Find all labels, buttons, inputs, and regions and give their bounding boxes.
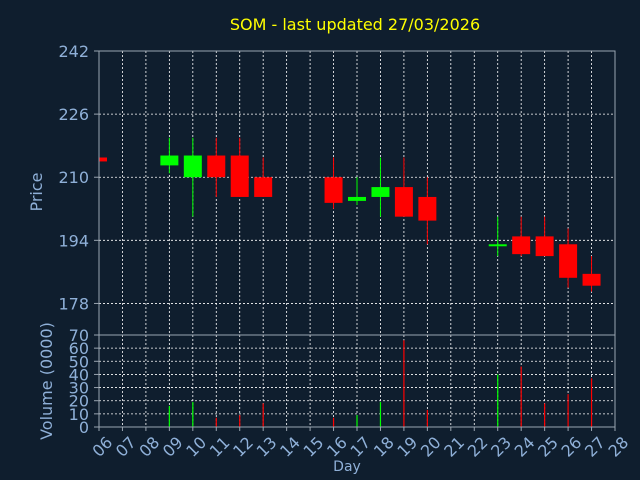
candlesticks (98, 137, 601, 292)
volume-gridlines (99, 335, 615, 427)
price-tick-label: 242 (58, 42, 89, 61)
volume-tick-label: 40 (69, 365, 89, 384)
candle-20 (418, 177, 437, 245)
price-y-ticks: 178 194 210 226 242 (58, 42, 99, 313)
candle-26 (559, 228, 578, 288)
candle-09 (160, 137, 179, 174)
day-tick-label: 28 (604, 433, 632, 461)
price-tick-label: 210 (58, 168, 89, 187)
volume-tick-label: 20 (69, 392, 89, 411)
candle-body (99, 157, 107, 162)
volume-bars (168, 340, 593, 427)
day-x-ticks: 0607080910111213141516171819202122232425… (88, 427, 632, 461)
volume-tick-label: 30 (69, 379, 89, 398)
day-axis-label: Day (333, 459, 361, 475)
candle-16 (324, 157, 343, 209)
candle-19 (394, 157, 413, 217)
candle-body (183, 155, 202, 178)
candle-23 (488, 216, 507, 257)
candle-11 (207, 137, 226, 197)
candle-10 (183, 137, 202, 217)
candle-body (559, 244, 578, 278)
volume-plot-frame (98, 334, 616, 428)
candle-17 (348, 177, 366, 205)
price-axis-label: Price (27, 172, 46, 211)
candle-body (324, 177, 343, 203)
price-tick-label: 178 (58, 294, 89, 313)
candle-12 (230, 137, 249, 197)
price-tick-label: 226 (58, 105, 89, 124)
candle-body (371, 187, 390, 197)
volume-axis-label: Volume (0000) (37, 322, 56, 440)
candle-body (230, 155, 249, 197)
candle-body (535, 236, 554, 257)
volume-tick-label: 50 (69, 352, 89, 371)
volume-tick-label: 60 (69, 339, 89, 358)
candle-body (207, 155, 226, 178)
candle-body (394, 187, 413, 217)
candle-18 (371, 157, 390, 217)
candle-body (254, 177, 273, 197)
candle-body (582, 273, 601, 286)
candle-24 (512, 216, 531, 257)
volume-tick-label: 0 (79, 418, 89, 437)
candle-body (418, 196, 437, 221)
candle-body (488, 244, 507, 247)
candle-body (160, 155, 179, 166)
candle-body (512, 236, 531, 255)
candle-body (348, 196, 366, 201)
chart-title: SOM - last updated 27/03/2026 (230, 15, 480, 34)
candle-13 (254, 157, 273, 197)
volume-tick-label: 10 (69, 405, 89, 424)
price-tick-label: 194 (58, 231, 89, 250)
volume-tick-label: 70 (69, 326, 89, 345)
candle-25 (535, 216, 554, 257)
candle-27 (582, 256, 601, 292)
candle-06 (98, 157, 107, 162)
